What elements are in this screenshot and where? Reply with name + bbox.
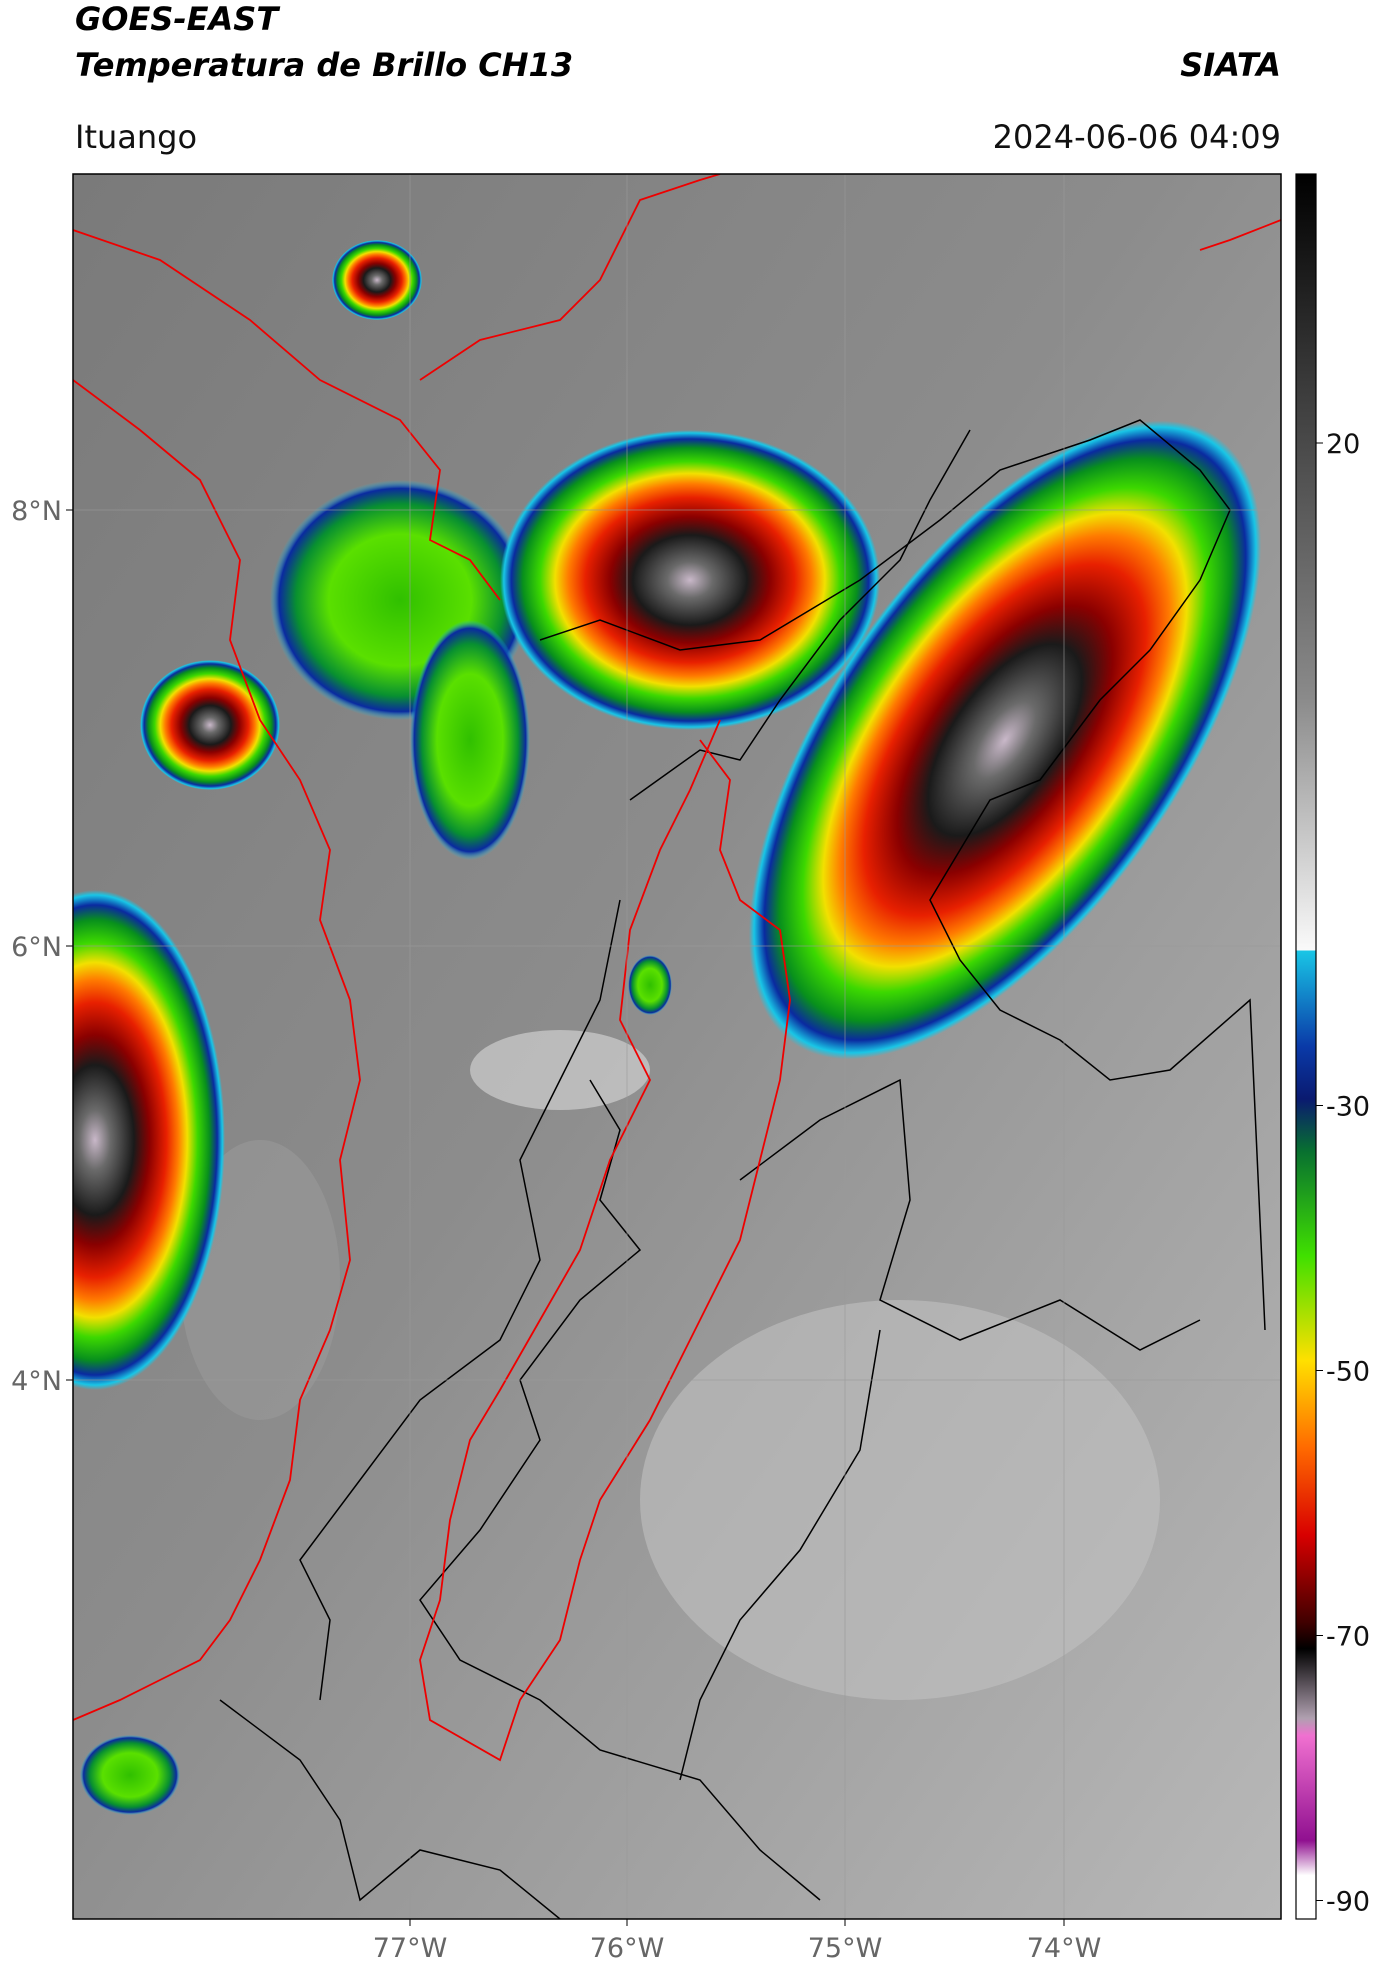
title: GOES-EAST	[75, 0, 280, 38]
satellite-image	[73, 174, 1281, 1919]
colorbar	[1295, 173, 1317, 1920]
colorbar-tick-label: -30	[1326, 1092, 1370, 1123]
lon-label: 77°W	[373, 1933, 448, 1964]
lon-label: 75°W	[808, 1933, 883, 1964]
colorbar-tick-label: -70	[1326, 1622, 1370, 1653]
colorbar-tick-label: -90	[1326, 1887, 1370, 1918]
colorbar-tick-label: -50	[1326, 1357, 1370, 1388]
colorbar-tick-label: 20	[1326, 429, 1360, 460]
map-frame	[72, 173, 1282, 1920]
datetime: 2024-06-06 04:09	[993, 118, 1281, 156]
subtitle: Temperatura de Brillo CH13	[75, 46, 573, 84]
lat-label: 6°N	[11, 932, 62, 963]
location: Ituango	[75, 118, 197, 156]
lon-label: 74°W	[1027, 1933, 1102, 1964]
lon-label: 76°W	[590, 1933, 665, 1964]
lat-label: 8°N	[11, 496, 62, 527]
organization: SIATA	[1180, 46, 1281, 84]
graticule	[73, 174, 1281, 1919]
lat-label: 4°N	[11, 1366, 62, 1397]
